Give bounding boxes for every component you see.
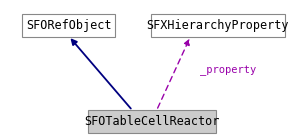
Text: SFORefObject: SFORefObject bbox=[26, 19, 111, 32]
Text: SFOTableCellReactor: SFOTableCellReactor bbox=[84, 115, 220, 128]
Text: SFXHierarchyProperty: SFXHierarchyProperty bbox=[146, 19, 289, 32]
Text: _property: _property bbox=[200, 65, 256, 76]
FancyBboxPatch shape bbox=[88, 110, 216, 133]
FancyBboxPatch shape bbox=[22, 14, 115, 37]
FancyBboxPatch shape bbox=[150, 14, 285, 37]
